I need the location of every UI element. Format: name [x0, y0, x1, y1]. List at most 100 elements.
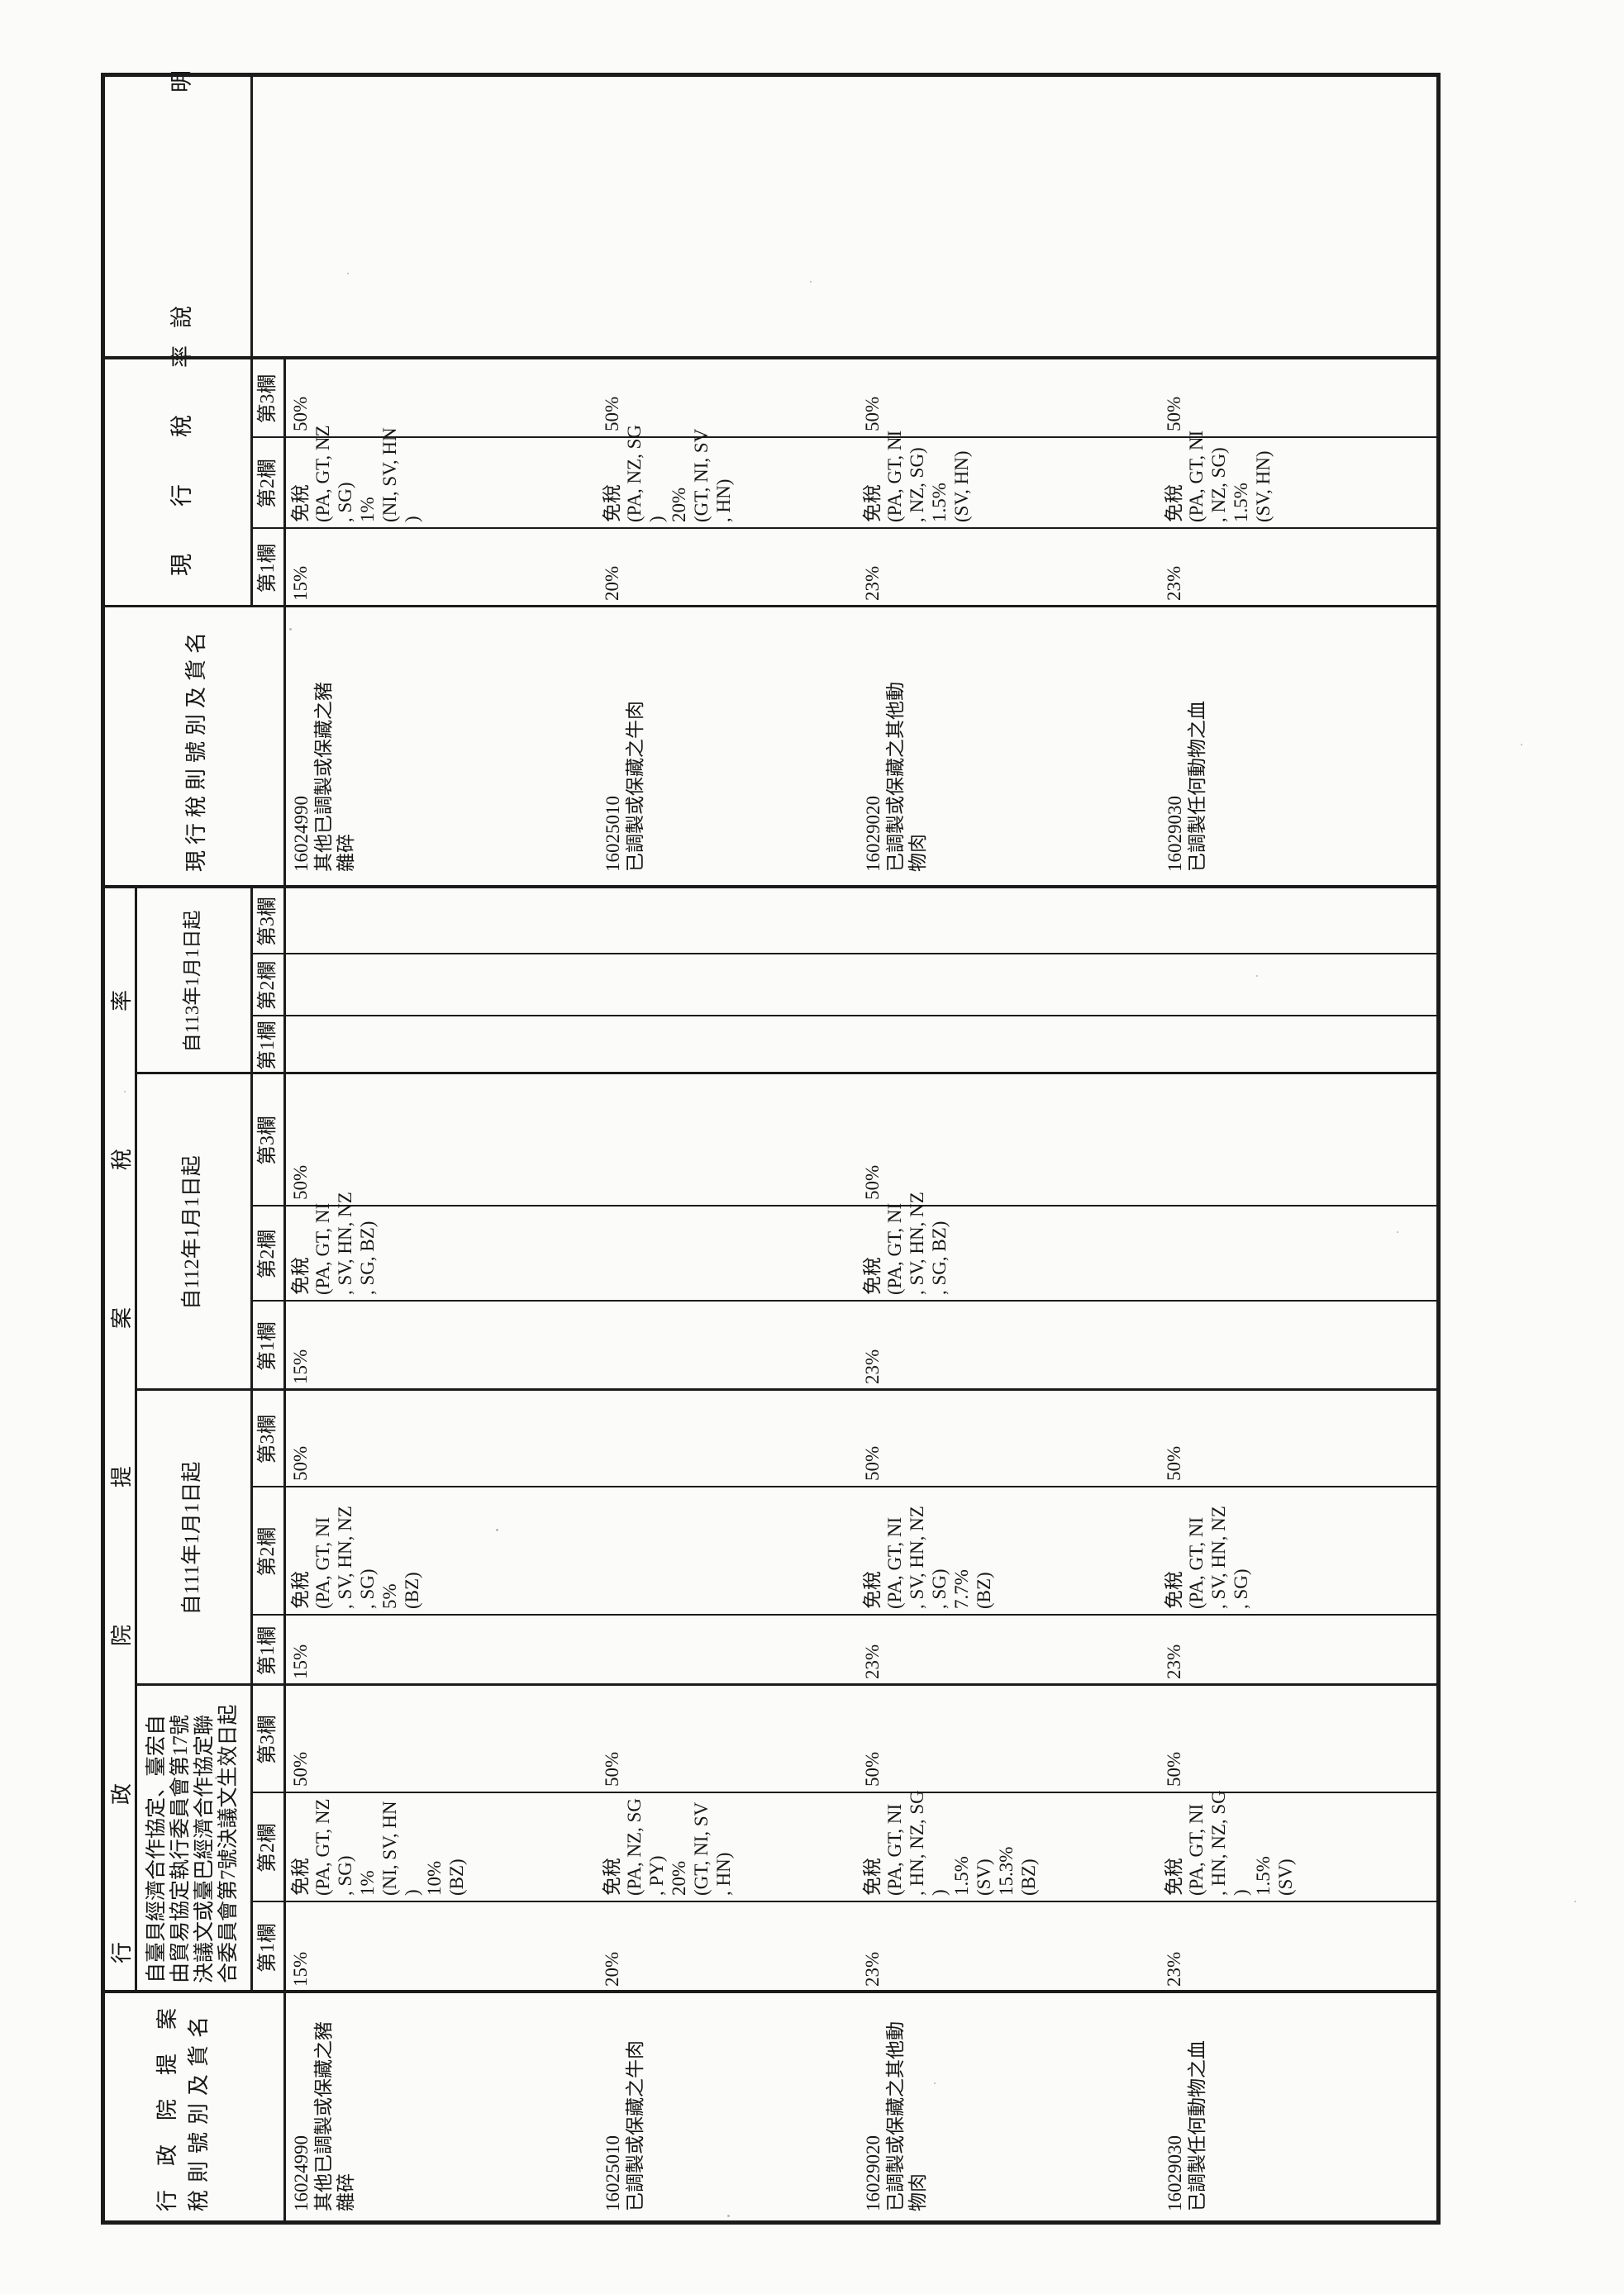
rate-country-line: ) [646, 516, 667, 522]
rate-country-line: , SV, HN, NZ [1208, 1506, 1229, 1609]
rate-country-line: 免稅 [862, 1257, 883, 1295]
rate-country-line: 免稅 [1164, 1571, 1184, 1609]
y111-col2-value: 免稅 (PA, GT, NI, SV, HN, NZ, SG) 7.7% (BZ) [861, 1506, 995, 1609]
proposal-name-header-line1: 行政院提案 [155, 1983, 179, 2211]
goods-name-line: 其他已調製或保藏之豬 [313, 2021, 334, 2211]
proposal-col2-value: 免稅 (PA, GT, NZ, SG) 1% (NI, SV, HN) 10% (BZ) [289, 1798, 468, 1896]
proposal-col1-value: 23% [1164, 1951, 1184, 1987]
rate-country-line: 免稅 [862, 1571, 883, 1609]
current-col3-value: 50% [290, 396, 311, 431]
condition-line: 由貿易協定執行委員會第17號 [169, 1714, 192, 1983]
grid-line-v [101, 73, 1441, 77]
proposal-name-header-line2: 稅則號別及貨名 [187, 2008, 211, 2211]
rate-country-line: 免稅 [862, 484, 883, 522]
rate-country-line: , SV, HN, NZ [335, 1192, 355, 1295]
rate-country-line: (PA, GT, NI [1186, 1516, 1207, 1609]
scan-speck [1397, 1231, 1398, 1233]
y112-col2-value: 免稅 (PA, GT, NI, SV, HN, NZ, SG, BZ) [861, 1192, 950, 1295]
y111-col1-value: 23% [862, 1644, 883, 1679]
rate-country-line: (NI, SV, HN [379, 1801, 400, 1896]
rate-country-line: 15.3% [996, 1846, 1017, 1896]
rate-country-line: , SG) [335, 1855, 355, 1896]
rate-country-line: , NZ, SG) [907, 447, 927, 522]
y112-col3-value: 50% [862, 1164, 883, 1200]
grid-line-v [250, 1205, 1441, 1206]
y111-col1-value: 15% [290, 1644, 311, 1679]
column-label-y112-1: 第1欄 [257, 1321, 279, 1371]
rate-country-line: (SV, HN) [1253, 450, 1274, 522]
current-col1-value: 23% [862, 565, 883, 601]
scan-speck [1574, 1901, 1576, 1902]
rate-country-line: , SG, BZ) [929, 1221, 950, 1295]
grid-line-v [101, 356, 1441, 359]
rate-country-line: (PA, GT, NI [312, 1202, 333, 1295]
y111-col3-value: 50% [1164, 1445, 1184, 1481]
y111-col1-value: 23% [1164, 1644, 1184, 1679]
y112-col1-value: 23% [862, 1349, 883, 1384]
treaty-condition-header: 自臺貝經濟合作協定、臺宏自 由貿易協定執行委員會第17號 決議文或臺巴經濟合作協… [145, 1689, 249, 1983]
proposal-rate-group-title: 行政院提案稅率 [110, 852, 134, 1963]
grid-line-v [250, 1300, 1441, 1302]
tariff-code: 16024990 [291, 796, 312, 872]
current-col1-value: 15% [290, 565, 311, 601]
grid-line-v [250, 1901, 1441, 1902]
rate-country-line: , SG, BZ) [357, 1221, 378, 1295]
column-label-proposal-1: 第1欄 [257, 1923, 279, 1973]
y112-col3-value: 50% [290, 1164, 311, 1200]
rate-country-line: , NZ, SG) [1208, 447, 1229, 522]
scan-speck [124, 1091, 126, 1092]
date-header-112: 自112年1月1日起 [181, 1155, 203, 1310]
column-label-y111-1: 第1欄 [257, 1625, 279, 1676]
rate-country-line: , HN) [713, 1852, 734, 1896]
rate-country-line: 免稅 [862, 1858, 883, 1896]
condition-line: 自臺貝經濟合作協定、臺宏自 [145, 1714, 168, 1983]
column-label-y111-3: 第3欄 [257, 1414, 279, 1464]
y112-col1-value: 15% [290, 1349, 311, 1384]
current-col3-value: 50% [602, 396, 622, 431]
scan-speck [289, 628, 292, 631]
rate-country-line: 20% [669, 487, 689, 522]
rate-country-line: , SV, HN, NZ [335, 1506, 355, 1609]
proposal-col1-value: 23% [862, 1951, 883, 1987]
current-col2-value: 免稅 (PA, GT, NI, NZ, SG) 1.5% (SV, HN) [861, 431, 973, 522]
rate-country-line: (PA, GT, NI [884, 1202, 905, 1295]
goods-name-line: 雜碎 [336, 834, 356, 872]
rate-country-line: , HN, NZ, SG [907, 1790, 927, 1896]
rate-country-line: 1.5% [929, 483, 950, 522]
rate-country-line: (PA, GT, NI [884, 430, 905, 522]
scan-speck [347, 273, 349, 274]
tariff-code: 16029020 [863, 796, 883, 872]
rate-country-line: ) [402, 516, 422, 522]
rate-country-line: (PA, GT, NI [884, 1803, 905, 1896]
goods-name-line: 已調製或保藏之其他動 [885, 682, 906, 872]
grid-line-v [250, 527, 1441, 529]
grid-line-h [283, 359, 286, 2225]
rate-country-line: , HN, NZ, SG [1208, 1790, 1229, 1896]
rate-country-line: (PA, GT, NI [1186, 430, 1207, 522]
current-name-cell: 16025010 已調製或保藏之牛肉 [602, 607, 646, 872]
rate-country-line: , SG) [929, 1568, 950, 1609]
rate-country-line: (PA, GT, NZ [312, 1798, 333, 1896]
rate-country-line: (PA, GT, NI [312, 1516, 333, 1609]
goods-name-line: 已調製任何動物之血 [1187, 2040, 1207, 2211]
rate-country-line: (SV, HN) [951, 450, 972, 522]
scan-speck [215, 1777, 217, 1779]
current-col2-value: 免稅 (PA, GT, NZ, SG) 1% (NI, SV, HN) [289, 425, 423, 522]
column-label-y111-2: 第2欄 [257, 1526, 279, 1577]
tariff-code: 16029030 [1164, 796, 1185, 872]
grid-line-v [250, 1614, 1441, 1616]
y111-col2-value: 免稅 (PA, GT, NI, SV, HN, NZ, SG) 5% (BZ) [289, 1506, 423, 1609]
grid-line-v [135, 1072, 1441, 1074]
rate-country-line: (SV) [1275, 1859, 1296, 1896]
current-name-column-header: 現行稅則號別及貨名 [184, 626, 208, 872]
rate-country-line: 5% [379, 1583, 400, 1609]
rate-country-line: (PA, GT, NI [884, 1516, 905, 1609]
rate-country-line: 免稅 [1164, 1858, 1184, 1896]
rate-country-line: (BZ) [402, 1572, 422, 1609]
proposal-col3-value: 50% [290, 1751, 311, 1787]
rate-country-line: 10% [424, 1860, 445, 1896]
rate-country-line: 免稅 [602, 484, 622, 522]
grid-line-v [135, 1388, 1441, 1391]
rate-country-line: , SV, HN, NZ [907, 1506, 927, 1609]
proposal-col2-value: 免稅 (PA, GT, NI, HN, NZ, SG) 1.5% (SV) 15.3%(… [861, 1790, 1040, 1896]
